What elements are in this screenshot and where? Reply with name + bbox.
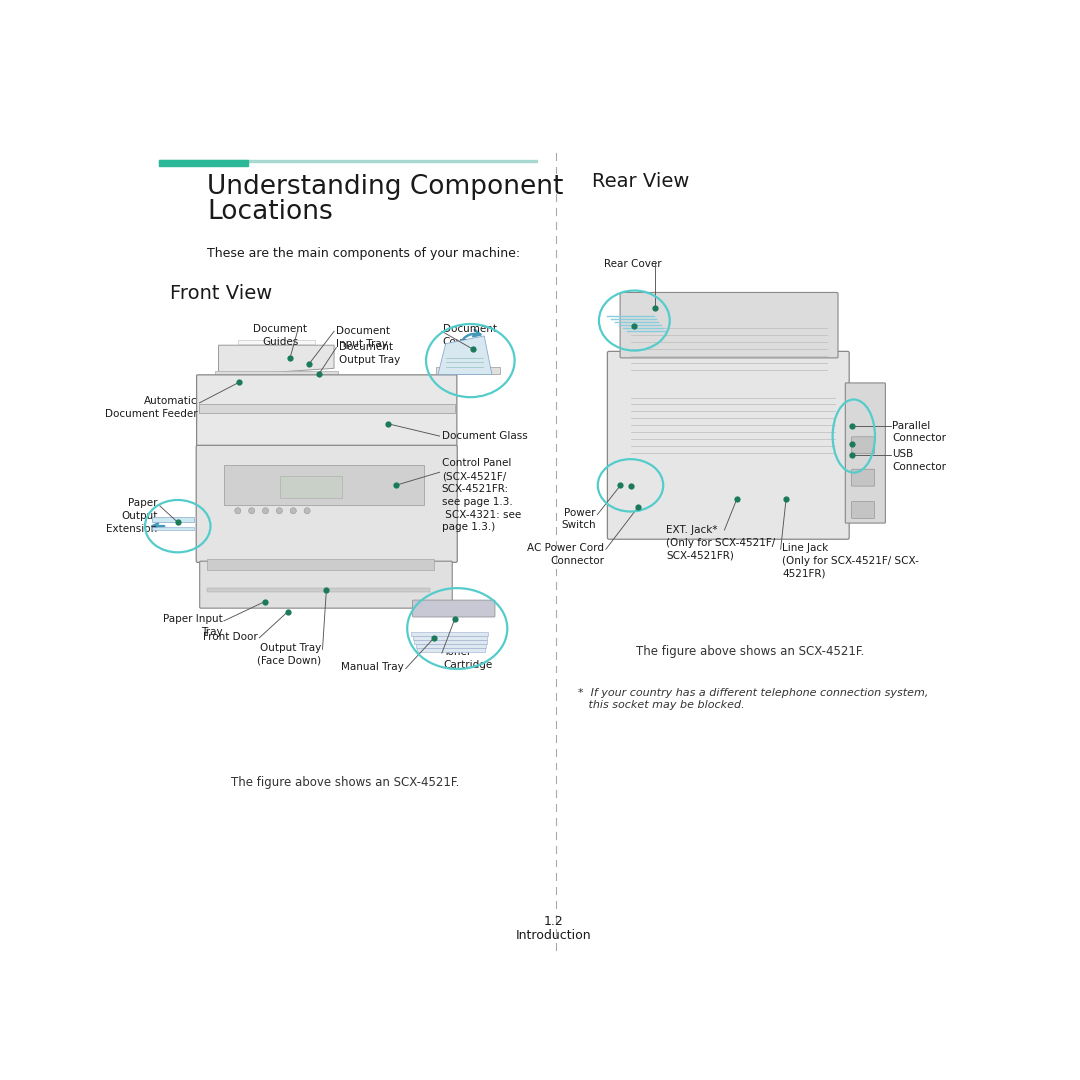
Text: Rear Cover: Rear Cover: [604, 259, 661, 269]
Text: Front Door: Front Door: [203, 632, 258, 642]
Bar: [159, 161, 247, 166]
Text: Paper
Output
Extension: Paper Output Extension: [107, 499, 158, 534]
Circle shape: [276, 508, 283, 514]
Bar: [413, 636, 487, 640]
Bar: [417, 648, 485, 651]
Bar: [207, 588, 430, 592]
Text: *  If your country has a different telephone connection system,: * If your country has a different teleph…: [578, 688, 929, 698]
Bar: [416, 644, 486, 648]
Bar: [151, 517, 194, 523]
Polygon shape: [438, 336, 491, 375]
Bar: [238, 340, 314, 343]
Text: USB
Connector: USB Connector: [892, 449, 946, 472]
FancyBboxPatch shape: [846, 383, 886, 523]
Text: Line Jack
(Only for SCX-4521F/ SCX-
4521FR): Line Jack (Only for SCX-4521F/ SCX- 4521…: [782, 543, 919, 579]
FancyBboxPatch shape: [851, 501, 875, 518]
Text: Understanding Component: Understanding Component: [207, 174, 564, 200]
Text: Power
Switch: Power Switch: [562, 508, 596, 530]
Text: 1.2: 1.2: [543, 915, 564, 928]
Text: Document
Input Tray: Document Input Tray: [336, 326, 390, 349]
Text: These are the main components of your machine:: These are the main components of your ma…: [207, 246, 521, 259]
Circle shape: [248, 508, 255, 514]
Text: Document
Cover: Document Cover: [443, 324, 497, 347]
Bar: [414, 640, 486, 644]
Text: EXT. Jack*
(Only for SCX-4521F/
SCX-4521FR): EXT. Jack* (Only for SCX-4521F/ SCX-4521…: [666, 525, 775, 561]
Text: Control Panel
(SCX-4521F/
SCX-4521FR:
see page 1.3.
 SCX-4321: see
page 1.3.): Control Panel (SCX-4521F/ SCX-4521FR: se…: [442, 458, 521, 532]
Text: Locations: Locations: [207, 199, 333, 225]
Text: this socket may be blocked.: this socket may be blocked.: [578, 700, 745, 711]
Bar: [411, 633, 488, 636]
Bar: [207, 559, 434, 570]
Bar: [280, 476, 341, 498]
Bar: [151, 527, 194, 530]
Text: The figure above shows an SCX-4521F.: The figure above shows an SCX-4521F.: [231, 777, 460, 789]
Bar: [159, 161, 537, 162]
Text: Paper Input
Tray: Paper Input Tray: [163, 613, 222, 637]
Circle shape: [291, 508, 296, 514]
FancyBboxPatch shape: [851, 469, 875, 486]
FancyBboxPatch shape: [197, 445, 457, 563]
Circle shape: [305, 508, 310, 514]
Polygon shape: [218, 346, 334, 376]
Text: Output Tray
(Face Down): Output Tray (Face Down): [257, 644, 321, 666]
FancyBboxPatch shape: [200, 562, 453, 608]
FancyBboxPatch shape: [851, 436, 875, 454]
Text: Document
Guides: Document Guides: [253, 324, 307, 347]
Circle shape: [234, 508, 241, 514]
FancyBboxPatch shape: [620, 293, 838, 357]
Text: Document
Output Tray: Document Output Tray: [339, 342, 400, 365]
FancyBboxPatch shape: [607, 351, 849, 539]
FancyBboxPatch shape: [197, 375, 457, 446]
Bar: [215, 372, 338, 378]
Circle shape: [262, 508, 269, 514]
Text: Introduction: Introduction: [515, 929, 592, 942]
Text: AC Power Cord
Connector: AC Power Cord Connector: [527, 543, 605, 566]
Text: Toner
Cartridge: Toner Cartridge: [444, 647, 492, 670]
Text: The figure above shows an SCX-4521F.: The figure above shows an SCX-4521F.: [636, 646, 864, 659]
Text: Document Glass: Document Glass: [442, 431, 528, 442]
Text: Automatic
Document Feeder: Automatic Document Feeder: [105, 396, 198, 419]
Bar: [436, 367, 500, 375]
FancyBboxPatch shape: [413, 600, 495, 617]
Bar: [200, 404, 455, 413]
Text: Parallel
Connector: Parallel Connector: [892, 421, 946, 444]
Text: Front View: Front View: [170, 284, 272, 302]
Text: Rear View: Rear View: [592, 172, 689, 191]
Text: Manual Tray: Manual Tray: [341, 662, 404, 673]
Bar: [224, 465, 424, 505]
